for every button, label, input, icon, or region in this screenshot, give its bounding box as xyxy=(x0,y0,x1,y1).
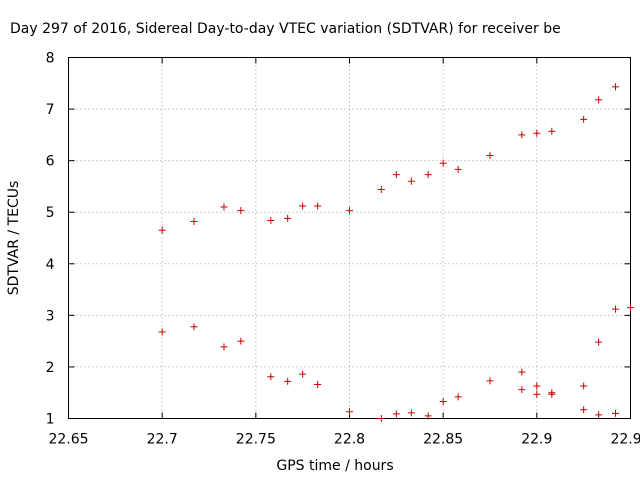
data-point-upper xyxy=(190,217,198,225)
y-tick-label: 8 xyxy=(46,51,55,67)
data-point-lower xyxy=(407,409,415,417)
chart-title: Day 297 of 2016, Sidereal Day-to-day VTE… xyxy=(10,21,561,37)
y-axis-label: SDTVAR / TECUs xyxy=(6,181,22,296)
data-point-lower xyxy=(220,343,228,351)
data-point-lower xyxy=(533,390,541,398)
data-point-lower xyxy=(267,373,275,381)
data-point-upper xyxy=(267,216,275,224)
data-point-lower xyxy=(377,415,385,422)
x-tick-label: 22.65 xyxy=(48,432,88,448)
data-point-lower xyxy=(314,380,322,388)
x-tick-label: 22.7 xyxy=(147,432,178,448)
data-point-lower xyxy=(424,412,432,420)
data-point-lower xyxy=(518,368,526,376)
data-point-upper xyxy=(284,214,292,222)
data-point-lower xyxy=(533,382,541,390)
data-point-upper xyxy=(595,96,603,104)
x-tick-label: 22.85 xyxy=(423,432,463,448)
data-point-lower xyxy=(190,323,198,331)
y-tick-label: 2 xyxy=(46,360,55,376)
data-point-lower xyxy=(580,382,588,390)
data-point-lower xyxy=(612,409,620,417)
y-tick-label: 1 xyxy=(46,412,55,428)
data-point-lower xyxy=(439,397,447,405)
data-point-lower xyxy=(580,406,588,414)
y-tick-label: 6 xyxy=(46,154,55,170)
data-point-upper xyxy=(407,177,415,185)
x-tick-labels: 22.65 22.7 22.75 22.8 22.85 22.9 22.95 xyxy=(48,432,640,448)
data-point-upper xyxy=(612,83,620,91)
data-point-upper xyxy=(158,226,166,234)
data-point-lower xyxy=(518,386,526,394)
data-point-lower xyxy=(158,328,166,336)
data-point-upper xyxy=(424,171,432,179)
grid-lines xyxy=(68,57,631,419)
data-point-lower xyxy=(346,408,353,416)
y-tick-label: 3 xyxy=(46,308,55,324)
data-point-upper xyxy=(237,207,245,215)
data-point-lower xyxy=(627,304,634,312)
data-point-upper xyxy=(220,203,228,211)
data-point-upper xyxy=(314,202,322,210)
y-tick-label: 5 xyxy=(46,205,55,221)
data-point-lower xyxy=(595,338,603,346)
data-point-upper xyxy=(454,165,462,173)
data-point-lower xyxy=(595,411,603,419)
data-point-upper xyxy=(299,202,307,210)
y-tick-label: 7 xyxy=(46,102,55,118)
y-tick-label: 4 xyxy=(46,257,55,273)
data-point-upper xyxy=(377,186,385,194)
data-point-upper xyxy=(346,207,353,215)
x-axis-label: GPS time / hours xyxy=(276,458,393,474)
x-tick-label: 22.95 xyxy=(610,432,640,448)
data-point-upper xyxy=(580,115,588,123)
data-points xyxy=(158,83,634,422)
plot-frame xyxy=(68,57,631,419)
data-point-upper xyxy=(392,171,400,179)
data-point-lower xyxy=(392,410,400,418)
data-point-lower xyxy=(284,377,292,385)
data-point-lower xyxy=(486,377,494,385)
data-point-lower xyxy=(237,337,245,345)
y-tick-labels: 1 2 3 4 5 6 7 8 xyxy=(46,51,55,428)
x-tick-label: 22.75 xyxy=(236,432,276,448)
data-point-lower xyxy=(612,305,620,313)
x-tick-label: 22.8 xyxy=(334,432,365,448)
data-point-upper xyxy=(548,127,556,135)
data-point-upper xyxy=(533,129,541,137)
x-tick-label: 22.9 xyxy=(521,432,552,448)
data-point-lower xyxy=(454,393,462,401)
data-point-lower xyxy=(299,370,307,378)
data-point-upper xyxy=(439,159,447,167)
data-point-upper xyxy=(518,131,526,139)
data-point-upper xyxy=(486,151,494,159)
data-point-lower xyxy=(548,389,556,397)
